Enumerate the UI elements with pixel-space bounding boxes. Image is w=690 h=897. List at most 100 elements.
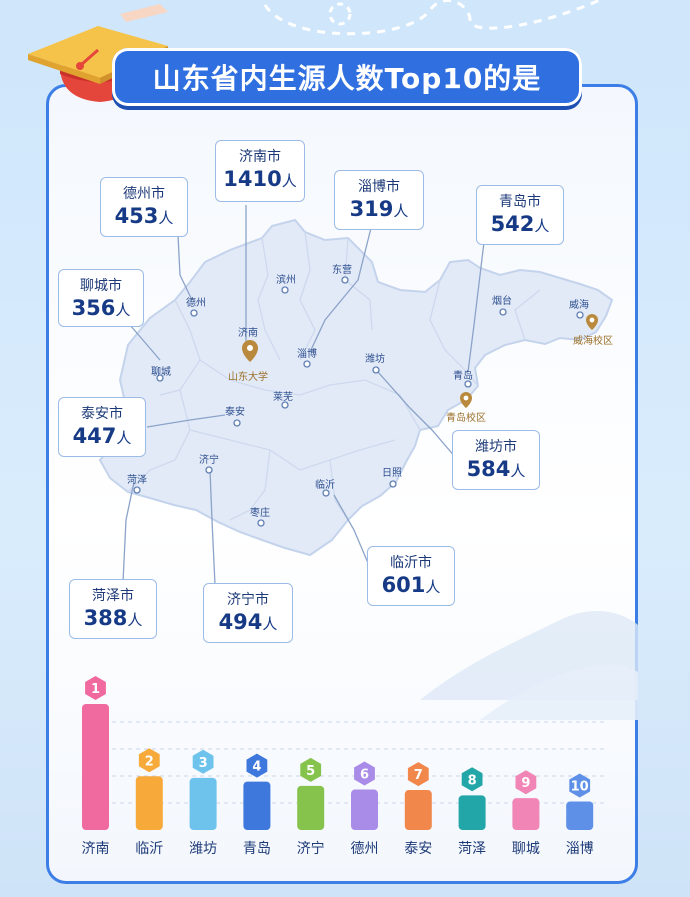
city-dot-heze — [133, 486, 141, 494]
callout-linyi: 临沂市 601人 — [367, 546, 455, 606]
city-dot-dongying — [341, 276, 349, 284]
city-dot-weihai — [576, 311, 584, 319]
callout-liaocheng: 聊城市 356人 — [58, 269, 144, 327]
callout-jining: 济宁市 494人 — [203, 583, 293, 643]
callout-unit: 人 — [534, 217, 550, 235]
rank-badge — [569, 773, 591, 798]
callout-unit: 人 — [510, 462, 526, 480]
callout-value: 319 — [349, 197, 394, 221]
callout-unit: 人 — [116, 429, 132, 447]
callout-weifang: 潍坊市 584人 — [452, 430, 540, 490]
callout-value: 453 — [114, 204, 159, 228]
map-label-shandong-univ: 山东大学 — [228, 372, 268, 383]
callout-unit: 人 — [115, 301, 131, 319]
category-label: 德州 — [351, 841, 379, 857]
map-label-weifang: 潍坊 — [365, 354, 385, 365]
map-label-rizhao: 日照 — [382, 468, 402, 479]
province-outline — [98, 218, 614, 557]
map-label-heze: 菏泽 — [127, 475, 147, 486]
city-dot-jining — [205, 466, 213, 474]
callout-value: 1410 — [223, 167, 282, 191]
callout-jinan: 济南市 1410人 — [215, 140, 305, 202]
callout-taian: 泰安市 447人 — [58, 397, 146, 457]
callout-value: 494 — [218, 610, 263, 634]
rank-badge — [138, 748, 160, 773]
city-dot-yantai — [499, 308, 507, 316]
chart-bar — [243, 781, 271, 830]
map-label-dongying: 东营 — [332, 265, 352, 276]
callout-city-name: 潍坊市 — [475, 439, 517, 455]
chart-bar — [566, 801, 594, 830]
category-label: 青岛 — [243, 841, 271, 857]
rank-badge — [461, 767, 483, 792]
page-title: 山东省内生源人数Top10的是 — [152, 62, 542, 95]
rank-label: 1 — [91, 682, 100, 697]
map-label-linyi: 临沂 — [315, 480, 335, 491]
callout-city-name: 济南市 — [239, 149, 281, 165]
callout-value: 542 — [490, 212, 535, 236]
category-label: 聊城 — [512, 841, 540, 857]
callout-value: 447 — [72, 424, 117, 448]
map-label-weihai-campus: 威海校区 — [573, 336, 613, 347]
map-label-binzhou: 滨州 — [276, 275, 296, 286]
category-label: 济宁 — [297, 840, 325, 857]
rank-label: 3 — [199, 756, 208, 771]
callout-city-name: 泰安市 — [81, 406, 123, 422]
rank-label: 9 — [521, 776, 530, 791]
rank-badge — [85, 676, 106, 700]
category-label: 菏泽 — [458, 841, 486, 857]
city-dot-zaozhuang — [257, 519, 265, 527]
city-dot-linyi — [322, 489, 330, 497]
callout-heze: 菏泽市 388人 — [69, 579, 157, 639]
rank-label: 7 — [414, 768, 423, 783]
callout-unit: 人 — [127, 611, 143, 629]
rank-badge — [515, 770, 537, 795]
city-dot-rizhao — [389, 480, 397, 488]
callout-dezhou: 德州市 453人 — [100, 177, 188, 237]
callout-city-name: 青岛市 — [499, 194, 541, 210]
rank-badge — [354, 761, 375, 786]
callout-unit: 人 — [281, 172, 297, 190]
callout-city-name: 淄博市 — [358, 179, 400, 195]
page-title-banner: 山东省内生源人数Top10的是 — [112, 48, 582, 106]
rank-label: 8 — [468, 773, 477, 788]
city-dot-weifang — [372, 366, 380, 374]
chart-bar — [351, 789, 378, 830]
callout-unit: 人 — [425, 578, 441, 596]
map-label-liaocheng: 聊城 — [151, 367, 171, 378]
rank-badge — [300, 757, 322, 782]
map-label-yantai: 烟台 — [492, 296, 512, 307]
callout-value: 356 — [71, 296, 116, 320]
chart-bar — [458, 795, 486, 830]
callout-city-name: 聊城市 — [80, 278, 122, 294]
decorative-dashed-curve — [263, 0, 601, 36]
category-label: 淄博 — [566, 840, 594, 857]
city-dot-binzhou — [281, 286, 289, 294]
chart-bar — [82, 704, 109, 830]
chart-bar — [189, 777, 217, 830]
rank-label: 2 — [145, 754, 154, 769]
callout-city-name: 济宁市 — [227, 592, 269, 608]
rank-label: 6 — [360, 768, 369, 783]
callout-unit: 人 — [393, 202, 409, 220]
city-dot-qingdao — [464, 380, 472, 388]
category-label: 济南 — [82, 841, 110, 857]
callout-zibo: 淄博市 319人 — [334, 170, 424, 230]
map-label-qingdao: 青岛 — [453, 371, 473, 382]
chart-bar — [297, 785, 325, 830]
callout-unit: 人 — [262, 615, 278, 633]
callout-city-name: 临沂市 — [390, 555, 432, 571]
rank-badge — [246, 753, 268, 778]
category-label: 临沂 — [135, 841, 163, 857]
city-dot-liaocheng — [156, 374, 164, 382]
city-dot-laiwu — [281, 401, 289, 409]
map-label-jinan: 济南 — [238, 328, 258, 339]
map-label-laiwu: 莱芜 — [273, 392, 293, 403]
rank-label: 10 — [571, 779, 589, 794]
chart-bar — [512, 798, 540, 830]
map-label-weihai: 威海 — [569, 300, 589, 311]
rank-badge — [407, 762, 429, 787]
category-label: 潍坊 — [189, 841, 217, 857]
